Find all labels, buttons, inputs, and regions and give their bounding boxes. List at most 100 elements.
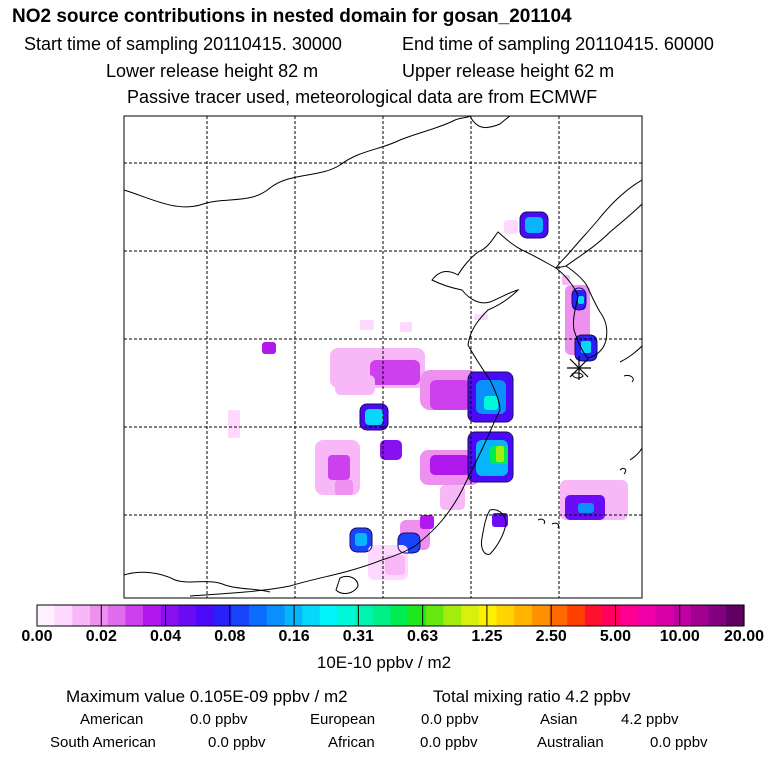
colorbar-cell [178,605,197,626]
colorbar-cell [355,605,374,626]
plume-cell [380,440,402,460]
colorbar-cell [690,605,710,626]
map-layer [124,116,642,598]
colorbar-cell [54,605,73,626]
colorbar-tick-label: 0.31 [342,628,374,645]
plume-cell [262,342,276,354]
plume-contour [467,371,514,423]
colorbar-cell [496,605,515,626]
plume-cell [562,275,570,285]
colorbar-units: 10E-10 ppbv / m2 [316,653,452,672]
colorbar-cell [90,605,109,626]
colorbar-cells [37,605,745,626]
end-time-label: End time of sampling 20110415. 60000 [402,34,714,54]
northeast-border [555,179,642,269]
map-frame [123,115,643,599]
colorbar-cell [231,605,250,626]
plume-contour [349,527,373,553]
map-grid [124,116,642,598]
colorbar-cell [196,605,215,626]
chart-title: NO2 source contributions in nested domai… [12,6,572,27]
colorbar-cell [531,605,551,626]
colorbar-cell [673,605,692,626]
hainan-island [335,575,359,594]
colorbar-tick-label: 0.16 [278,628,310,645]
colorbar-tick-label: 20.00 [723,628,765,645]
colorbar-cell [372,605,392,626]
american-label: American [80,711,144,728]
plume-cell [496,446,504,462]
colorbar-cell [408,605,427,626]
start-time-label: Start time of sampling 20110415. 30000 [24,34,342,54]
colorbar-cell [726,605,745,626]
colorbar-cell [72,605,91,626]
colorbar-tick-label: 0.08 [214,628,246,645]
colorbar-cell [125,605,144,626]
african-label: African [328,734,375,751]
colorbar-cell [620,605,639,626]
plume-cell [430,380,470,410]
european-value: 0.0 ppbv [421,711,479,728]
colorbar-cell [478,605,498,626]
australian-label: Australian [537,734,604,751]
tracer-note: Passive tracer used, meteorological data… [127,87,598,107]
colorbar-cell [549,605,568,626]
colorbar-cell [708,605,727,626]
colorbar-tick-label: 2.50 [535,628,567,645]
northern-border [124,116,471,208]
colorbar-cell [514,605,533,626]
colorbar-tick-label: 0.00 [21,628,53,645]
taiwan-island [481,509,507,555]
max-value-label: Maximum value 0.105E-09 ppbv / m2 [66,687,348,706]
colorbar-cell [249,605,268,626]
colorbar-frame [36,604,745,627]
plume-cell [365,409,383,425]
colorbar-cell [637,605,657,626]
plume-cell [355,533,367,546]
southwest-border [124,571,271,593]
colorbar-cell [461,605,480,626]
australian-value: 0.0 ppbv [650,734,708,751]
plume-cell [228,410,240,438]
colorbar-boundaries [100,605,681,626]
lower-height-label: Lower release height 82 m [106,61,319,81]
plume-cell [400,322,412,332]
colorbar-cell [584,605,604,626]
plume-contour [467,431,514,483]
colorbar-cell [284,605,303,626]
colorbar-cell [425,605,445,626]
receptor-marker [567,356,591,380]
plume-cell [328,455,350,480]
colorbar-tick-label: 0.04 [149,628,182,645]
manchuria-border [469,116,511,128]
european-label: European [310,711,376,728]
plume-cell [335,375,375,395]
plume-cell [335,480,353,495]
asian-value: 4.2 ppbv [621,711,679,728]
colorbar-tick-label: 10.00 [659,628,700,645]
colorbar-tick-label: 5.00 [599,628,632,645]
plume-cell [420,515,434,529]
plume-cell [360,320,374,330]
japan-islands [537,345,642,529]
south-american-label: South American [50,734,156,751]
colorbar-cell [655,605,674,626]
jeju-island [571,372,584,379]
colorbar-cell [443,605,462,626]
korea-north [565,203,642,267]
plume-cell [430,455,470,475]
american-value: 0.0 ppbv [190,711,248,728]
plume-cell [440,485,465,510]
african-value: 0.0 ppbv [420,734,478,751]
bohai-coast [189,231,557,597]
colorbar-tick-label: 0.02 [85,628,117,645]
plume-cell [581,341,591,353]
plume-cell [578,503,594,513]
colorbar-cell [319,605,339,626]
plume-contour [359,403,389,431]
colorbar-tick-label: 0.63 [407,628,439,645]
colorbar-cell [390,605,409,626]
colorbar-cell [602,605,621,626]
plume-cell [484,396,498,410]
